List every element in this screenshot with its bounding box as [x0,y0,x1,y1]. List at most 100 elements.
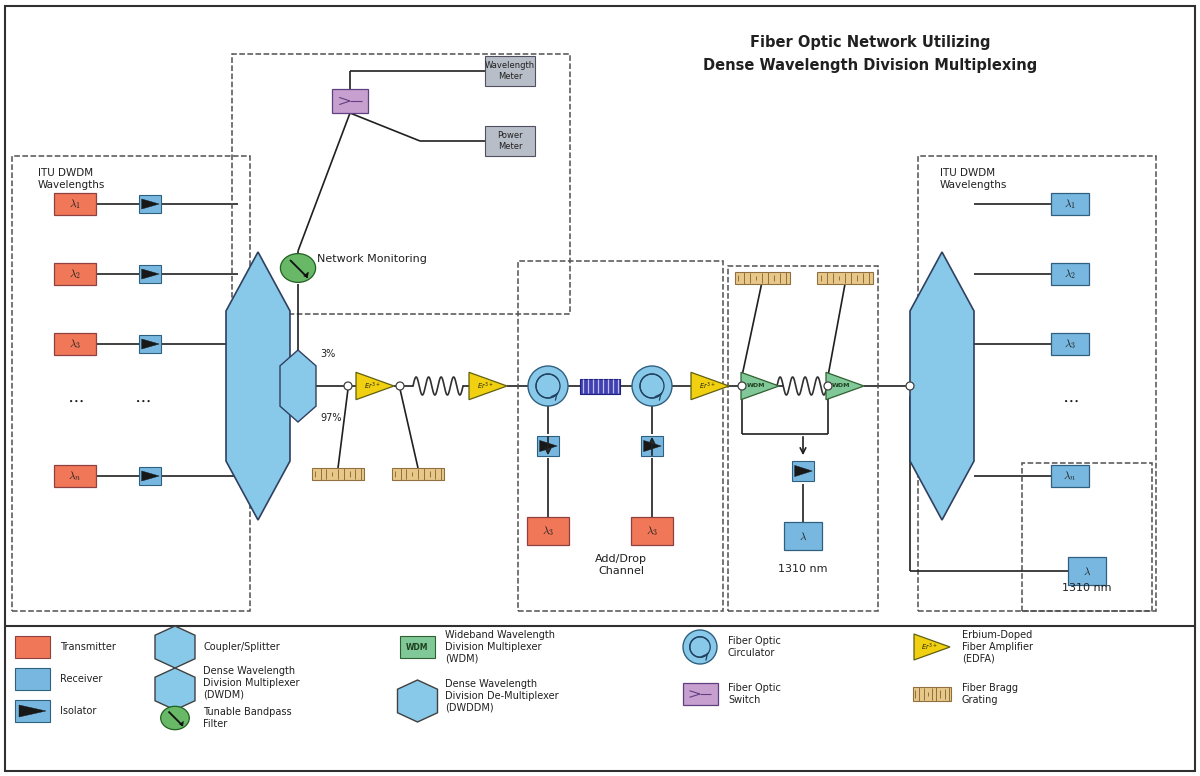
FancyBboxPatch shape [54,193,96,215]
FancyBboxPatch shape [139,195,161,213]
Text: 1310 nm: 1310 nm [779,564,828,574]
Text: Wavelength
Meter: Wavelength Meter [485,61,535,81]
Polygon shape [142,269,160,279]
Text: Receiver: Receiver [60,674,102,684]
Polygon shape [914,634,950,660]
Polygon shape [304,272,308,278]
FancyBboxPatch shape [527,517,569,545]
FancyBboxPatch shape [1051,333,1090,355]
Text: $\lambda$: $\lambda$ [1082,566,1091,577]
FancyBboxPatch shape [14,668,50,690]
FancyBboxPatch shape [683,683,718,705]
Text: Tunable Bandpass
Filter: Tunable Bandpass Filter [203,707,292,729]
Text: $\lambda_1$: $\lambda_1$ [1064,197,1076,211]
Polygon shape [794,466,812,476]
Polygon shape [910,252,974,520]
Text: Wideband Wavelength
Division Multiplexer
(WDM): Wideband Wavelength Division Multiplexer… [445,630,554,663]
Circle shape [738,382,746,390]
FancyBboxPatch shape [538,436,559,456]
Polygon shape [740,372,779,400]
FancyBboxPatch shape [332,89,368,113]
Polygon shape [142,471,160,481]
Polygon shape [691,372,730,400]
FancyBboxPatch shape [485,126,535,156]
FancyBboxPatch shape [312,468,364,480]
FancyBboxPatch shape [784,522,822,550]
Circle shape [906,382,914,390]
Polygon shape [155,626,194,668]
Text: $Er^{3+}$: $Er^{3+}$ [365,380,382,392]
Circle shape [632,366,672,406]
Text: $\lambda_2$: $\lambda_2$ [1064,267,1076,281]
Polygon shape [540,441,557,452]
FancyBboxPatch shape [139,265,161,283]
FancyBboxPatch shape [913,687,952,701]
Text: Dense Wavelength
Division De-Multiplexer
(DWDDM): Dense Wavelength Division De-Multiplexer… [445,680,559,712]
Polygon shape [643,441,661,452]
FancyBboxPatch shape [139,467,161,485]
Text: $\cdots$: $\cdots$ [67,391,83,409]
Polygon shape [397,680,438,722]
Text: $Er^{3+}$: $Er^{3+}$ [478,380,494,392]
Text: $\lambda_1$: $\lambda_1$ [70,197,80,211]
Text: $\lambda$: $\lambda$ [799,530,808,542]
FancyBboxPatch shape [1051,465,1090,487]
Text: $\cdots$: $\cdots$ [133,391,150,409]
Polygon shape [280,350,316,422]
FancyBboxPatch shape [139,335,161,353]
FancyBboxPatch shape [817,272,872,284]
FancyBboxPatch shape [54,263,96,285]
Text: ITU DWDM
Wavelengths: ITU DWDM Wavelengths [940,168,1007,189]
Polygon shape [469,372,508,400]
Text: Fiber Optic Network Utilizing
Dense Wavelength Division Multiplexing: Fiber Optic Network Utilizing Dense Wave… [703,36,1037,73]
Text: $\lambda_2$: $\lambda_2$ [70,267,80,281]
Polygon shape [180,721,184,726]
Circle shape [396,382,404,390]
Text: $\cdots$: $\cdots$ [1062,391,1079,409]
Polygon shape [226,252,290,520]
Ellipse shape [161,706,190,729]
FancyBboxPatch shape [734,272,790,284]
Ellipse shape [281,254,316,282]
Text: ITU DWDM
Wavelengths: ITU DWDM Wavelengths [38,168,106,189]
Text: $\lambda_3$: $\lambda_3$ [542,524,554,538]
Text: $\lambda_3$: $\lambda_3$ [68,337,82,351]
Text: Add/Drop
Channel: Add/Drop Channel [595,554,647,576]
Text: Isolator: Isolator [60,706,96,716]
Text: $Er^{3+}$: $Er^{3+}$ [700,380,716,392]
Text: Fiber Optic
Switch: Fiber Optic Switch [728,683,781,705]
Text: 1310 nm: 1310 nm [1062,583,1111,593]
Text: WDM: WDM [832,383,851,389]
Circle shape [528,366,568,406]
Polygon shape [826,372,864,400]
FancyBboxPatch shape [631,517,673,545]
Text: Transmitter: Transmitter [60,642,116,652]
FancyBboxPatch shape [1051,263,1090,285]
FancyBboxPatch shape [392,468,444,480]
FancyBboxPatch shape [14,700,50,722]
Polygon shape [19,705,46,717]
Text: Fiber Optic
Circulator: Fiber Optic Circulator [728,636,781,658]
FancyBboxPatch shape [54,465,96,487]
Text: Erbium-Doped
Fiber Amplifier
(EDFA): Erbium-Doped Fiber Amplifier (EDFA) [962,630,1033,663]
Text: WDM: WDM [746,383,766,389]
Text: Power
Meter: Power Meter [497,131,523,151]
FancyBboxPatch shape [485,56,535,86]
Text: Fiber Bragg
Grating: Fiber Bragg Grating [962,683,1018,705]
Text: 3%: 3% [320,349,335,359]
Text: Coupler/Splitter: Coupler/Splitter [203,642,280,652]
Text: $\lambda_n$: $\lambda_n$ [68,469,82,483]
FancyBboxPatch shape [641,436,662,456]
Text: Network Monitoring: Network Monitoring [317,254,427,264]
Text: $\lambda_3$: $\lambda_3$ [646,524,658,538]
Text: $\lambda_n$: $\lambda_n$ [1063,469,1076,483]
FancyBboxPatch shape [400,636,434,658]
FancyBboxPatch shape [1051,193,1090,215]
Polygon shape [356,372,394,400]
Circle shape [824,382,832,390]
FancyBboxPatch shape [792,461,814,481]
Text: Dense Wavelength
Division Multiplexer
(DWDM): Dense Wavelength Division Multiplexer (D… [203,667,300,700]
Text: $\lambda_3$: $\lambda_3$ [1064,337,1076,351]
Polygon shape [142,199,160,209]
FancyBboxPatch shape [54,333,96,355]
